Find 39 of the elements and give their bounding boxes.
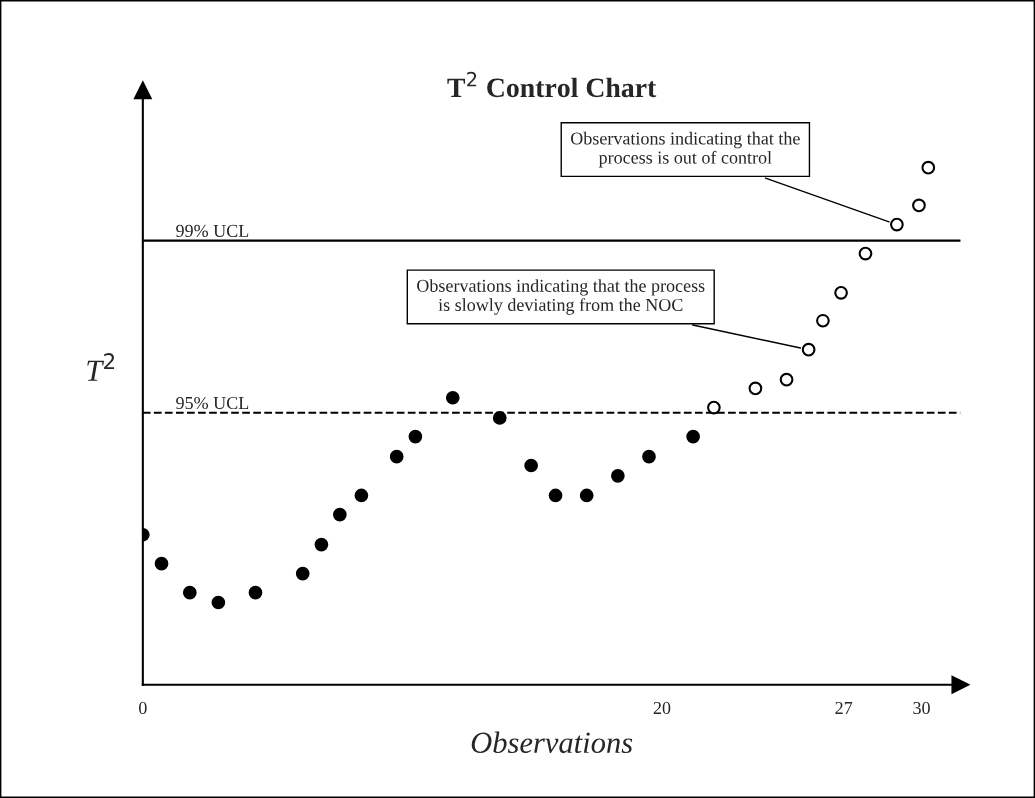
x-axis-title: Observations xyxy=(471,731,633,754)
point xyxy=(816,313,830,328)
x-tick-label: 20 xyxy=(653,701,671,715)
point xyxy=(354,488,369,503)
point xyxy=(295,566,310,581)
point xyxy=(211,595,226,610)
point xyxy=(524,458,538,473)
point xyxy=(748,381,763,396)
point xyxy=(611,468,625,483)
y-axis-title: T$^{2}$ xyxy=(87,353,115,381)
chart-title: T$^{2}$ Control Chart xyxy=(447,71,657,98)
point xyxy=(921,160,936,175)
point xyxy=(890,217,904,232)
point xyxy=(801,342,816,357)
ref-line-label: 95% UCL xyxy=(176,396,249,410)
point xyxy=(707,400,721,415)
point xyxy=(408,429,423,444)
x-tick-label: 30 xyxy=(913,701,930,715)
point xyxy=(332,507,347,522)
point xyxy=(834,285,848,300)
point xyxy=(389,449,404,464)
point xyxy=(248,585,263,600)
point xyxy=(686,429,700,444)
point xyxy=(492,411,507,425)
point xyxy=(579,488,594,503)
x-tick-label: 27 xyxy=(835,701,853,714)
point xyxy=(445,390,460,405)
point xyxy=(154,556,169,571)
point xyxy=(858,246,873,261)
point xyxy=(314,537,329,552)
point xyxy=(779,372,794,387)
point xyxy=(548,488,563,503)
point xyxy=(912,198,926,213)
annotation: Observations indicating that the process is slowly deviating from the NOC xyxy=(417,279,705,315)
ref-line-label: 99% UCL xyxy=(176,224,249,237)
point xyxy=(642,449,656,464)
x-tick-label: 0 xyxy=(139,701,147,715)
point xyxy=(182,585,197,600)
annotation: Observations indicating that the process is out of control xyxy=(571,131,800,168)
